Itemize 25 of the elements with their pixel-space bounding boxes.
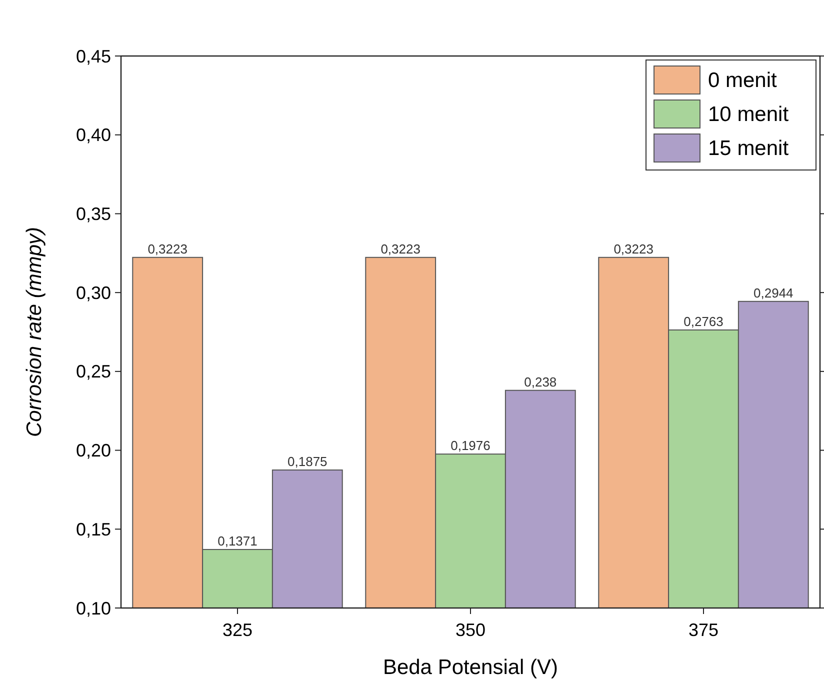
y-axis-title: Corrosion rate (mmpy): [23, 226, 46, 438]
data-label: 0,1371: [218, 533, 258, 548]
y-tick-label: 0,20: [76, 440, 111, 461]
y-tick-label: 0,35: [76, 204, 111, 224]
x-tick-label: 350: [455, 620, 486, 640]
y-tick-label: 0,45: [76, 46, 111, 66]
y-tick-label: 0,40: [76, 125, 111, 146]
x-axis-title: Beda Potensial (V): [382, 656, 558, 679]
legend-label: 10 menit: [708, 103, 789, 126]
data-label: 0,2944: [754, 285, 794, 300]
x-tick-label: 325: [222, 620, 253, 640]
data-label: 0,238: [524, 374, 557, 390]
data-label: 0,3223: [614, 241, 654, 256]
data-label: 0,3223: [380, 241, 420, 256]
legend-label: 0 menit: [708, 69, 778, 92]
data-label: 0,2763: [684, 314, 724, 329]
y-tick-label: 0,10: [76, 598, 111, 618]
legend-label: 15 menit: [708, 137, 789, 160]
y-tick-label: 0,30: [76, 282, 111, 303]
y-tick-label: 0,25: [76, 362, 111, 382]
data-label: 0,1875: [288, 454, 328, 469]
data-label: 0,3223: [148, 241, 188, 256]
x-tick-label: 375: [688, 620, 719, 640]
data-label: 0,1976: [450, 438, 490, 454]
y-tick-label: 0,15: [76, 519, 111, 540]
